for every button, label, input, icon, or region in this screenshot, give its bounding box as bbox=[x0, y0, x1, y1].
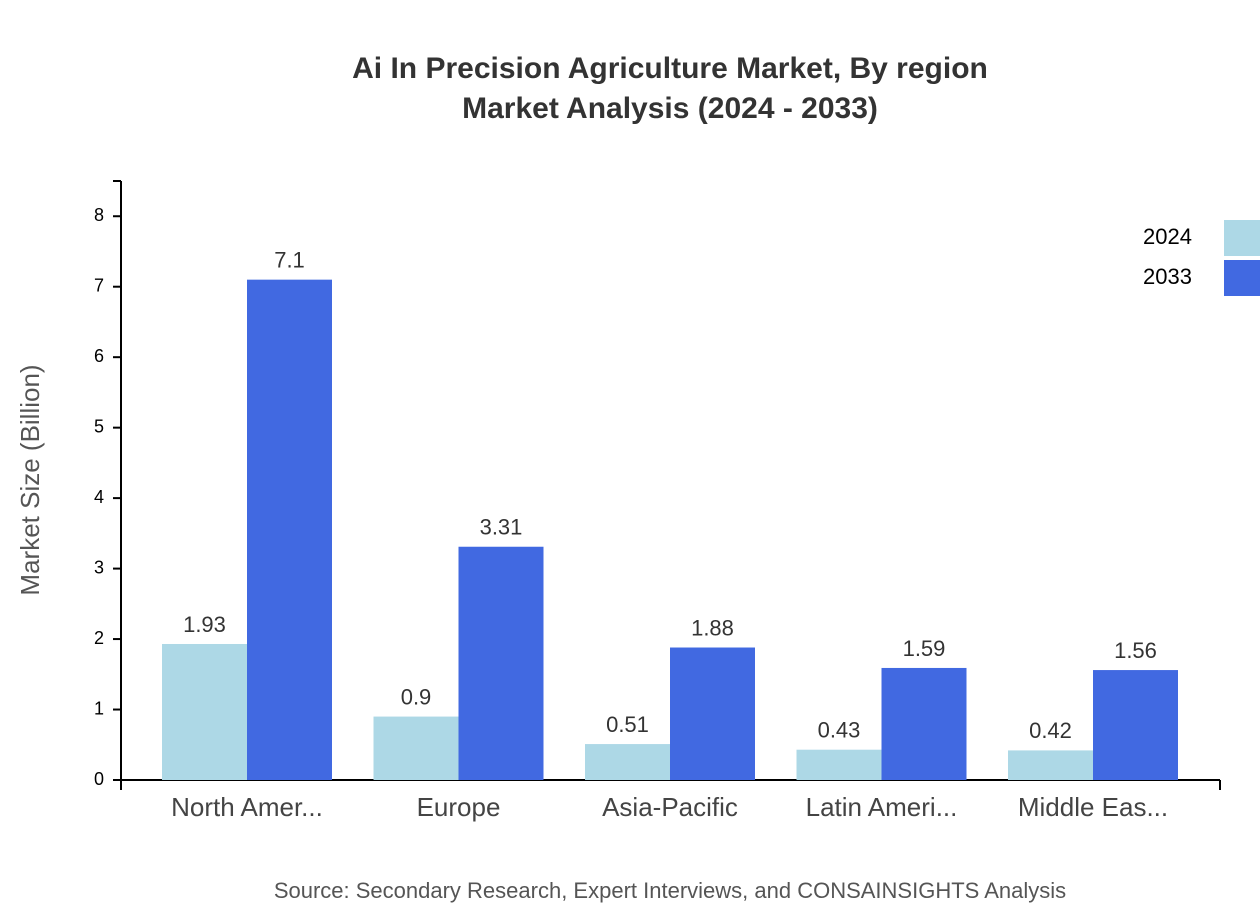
source-note: Source: Secondary Research, Expert Inter… bbox=[274, 878, 1066, 903]
y-axis-label: Market Size (Billion) bbox=[15, 364, 45, 595]
bar bbox=[373, 716, 459, 780]
legend-swatch bbox=[1224, 260, 1260, 296]
value-label: 3.31 bbox=[480, 515, 523, 540]
y-tick-label: 4 bbox=[94, 487, 104, 507]
y-tick-label: 5 bbox=[94, 416, 104, 436]
x-tick-label: Europe bbox=[417, 792, 501, 822]
x-tick-label: Latin Ameri... bbox=[806, 792, 958, 822]
bar bbox=[670, 647, 755, 780]
value-label: 7.1 bbox=[274, 247, 305, 272]
value-label: 1.56 bbox=[1114, 638, 1157, 663]
bar bbox=[1093, 670, 1178, 780]
x-tick-label: Middle Eas... bbox=[1018, 792, 1168, 822]
y-tick-label: 6 bbox=[94, 346, 104, 366]
y-tick-label: 1 bbox=[94, 698, 104, 718]
x-tick-label: North Amer... bbox=[171, 792, 323, 822]
legend-label: 2024 bbox=[1143, 224, 1192, 249]
bar bbox=[247, 279, 332, 780]
bar bbox=[1008, 750, 1093, 780]
bar bbox=[881, 667, 967, 780]
value-label: 1.59 bbox=[903, 636, 946, 661]
value-label: 0.9 bbox=[401, 684, 432, 709]
bar bbox=[458, 546, 544, 780]
bar bbox=[796, 749, 882, 780]
y-tick-label: 2 bbox=[94, 628, 104, 648]
value-label: 1.93 bbox=[183, 612, 226, 637]
bar bbox=[162, 643, 247, 780]
x-tick-label: Asia-Pacific bbox=[602, 792, 738, 822]
y-tick-label: 0 bbox=[94, 769, 104, 789]
y-tick-label: 3 bbox=[94, 557, 104, 577]
legend-swatch bbox=[1224, 220, 1260, 256]
chart-title: Ai In Precision Agriculture Market, By r… bbox=[352, 52, 988, 85]
value-label: 0.42 bbox=[1029, 718, 1072, 743]
chart-subtitle: Market Analysis (2024 - 2033) bbox=[462, 92, 878, 125]
value-label: 0.43 bbox=[818, 718, 861, 743]
y-tick-label: 7 bbox=[94, 275, 104, 295]
value-label: 0.51 bbox=[606, 712, 649, 737]
value-label: 1.88 bbox=[691, 615, 734, 640]
bar bbox=[585, 744, 670, 780]
y-tick-label: 8 bbox=[94, 205, 104, 225]
legend-label: 2033 bbox=[1143, 264, 1192, 289]
